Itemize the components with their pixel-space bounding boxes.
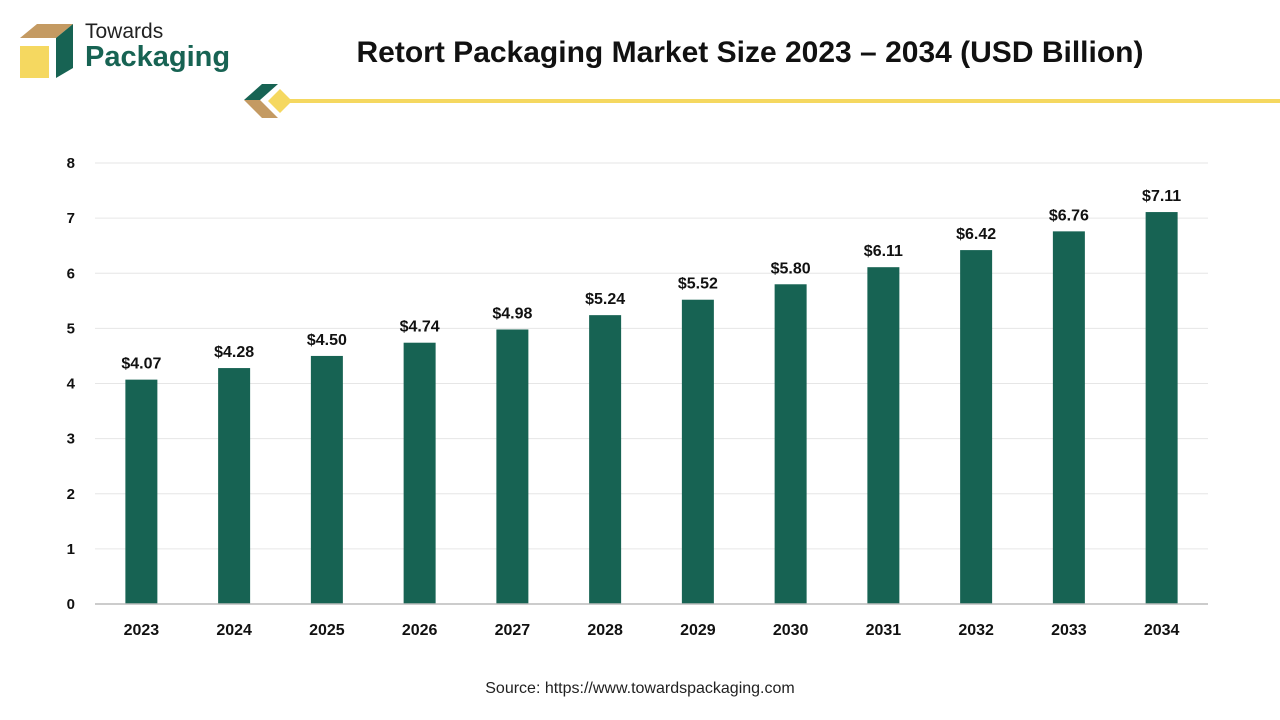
data-label: $5.52 — [678, 276, 718, 293]
data-label: $6.42 — [956, 226, 996, 243]
bar — [1052, 231, 1085, 605]
bar — [496, 329, 529, 604]
x-tick-label: 2029 — [680, 622, 716, 639]
y-tick-label: 0 — [67, 596, 75, 613]
x-tick-label: 2033 — [1051, 622, 1087, 639]
y-tick-label: 7 — [67, 210, 75, 227]
bar — [1145, 212, 1178, 604]
bar — [867, 267, 900, 604]
data-label: $4.28 — [214, 344, 254, 361]
bar — [310, 355, 343, 604]
bar — [125, 379, 158, 604]
x-tick-label: 2023 — [124, 622, 160, 639]
x-tick-label: 2030 — [773, 622, 809, 639]
bar — [960, 250, 993, 604]
data-label: $4.74 — [400, 319, 440, 336]
x-tick-label: 2034 — [1144, 622, 1180, 639]
logo-text-towards: Towards — [85, 20, 164, 43]
bar — [681, 299, 714, 604]
x-tick-label: 2032 — [958, 622, 994, 639]
bar — [589, 315, 622, 604]
x-tick-label: 2025 — [309, 622, 345, 639]
x-tick-label: 2031 — [866, 622, 902, 639]
x-tick-label: 2028 — [587, 622, 623, 639]
chart-title: Retort Packaging Market Size 2023 – 2034… — [356, 36, 1144, 69]
bar — [403, 342, 436, 604]
y-tick-label: 2 — [67, 486, 75, 503]
x-tick-label: 2027 — [495, 622, 531, 639]
data-label: $6.76 — [1049, 207, 1089, 224]
data-label: $4.07 — [121, 356, 161, 373]
data-label: $7.11 — [1142, 188, 1181, 205]
data-label: $6.11 — [864, 243, 903, 260]
y-tick-label: 8 — [67, 155, 75, 172]
y-tick-label: 4 — [67, 376, 76, 393]
bar — [218, 368, 251, 604]
y-tick-label: 3 — [67, 431, 75, 448]
data-label: $4.50 — [307, 332, 347, 349]
x-tick-label: 2026 — [402, 622, 438, 639]
source-note: Source: https://www.towardspackaging.com — [485, 680, 795, 697]
bar — [774, 284, 807, 604]
title-underline-ornament — [244, 84, 1280, 118]
data-label: $5.24 — [585, 291, 625, 308]
logo-icon — [20, 24, 73, 78]
data-label: $5.80 — [771, 260, 811, 277]
data-label: $4.98 — [492, 305, 532, 322]
x-tick-label: 2024 — [216, 622, 252, 639]
y-tick-label: 6 — [67, 265, 75, 282]
y-tick-label: 5 — [67, 320, 75, 337]
y-tick-label: 1 — [67, 541, 75, 558]
logo-text-packaging: Packaging — [85, 41, 231, 73]
